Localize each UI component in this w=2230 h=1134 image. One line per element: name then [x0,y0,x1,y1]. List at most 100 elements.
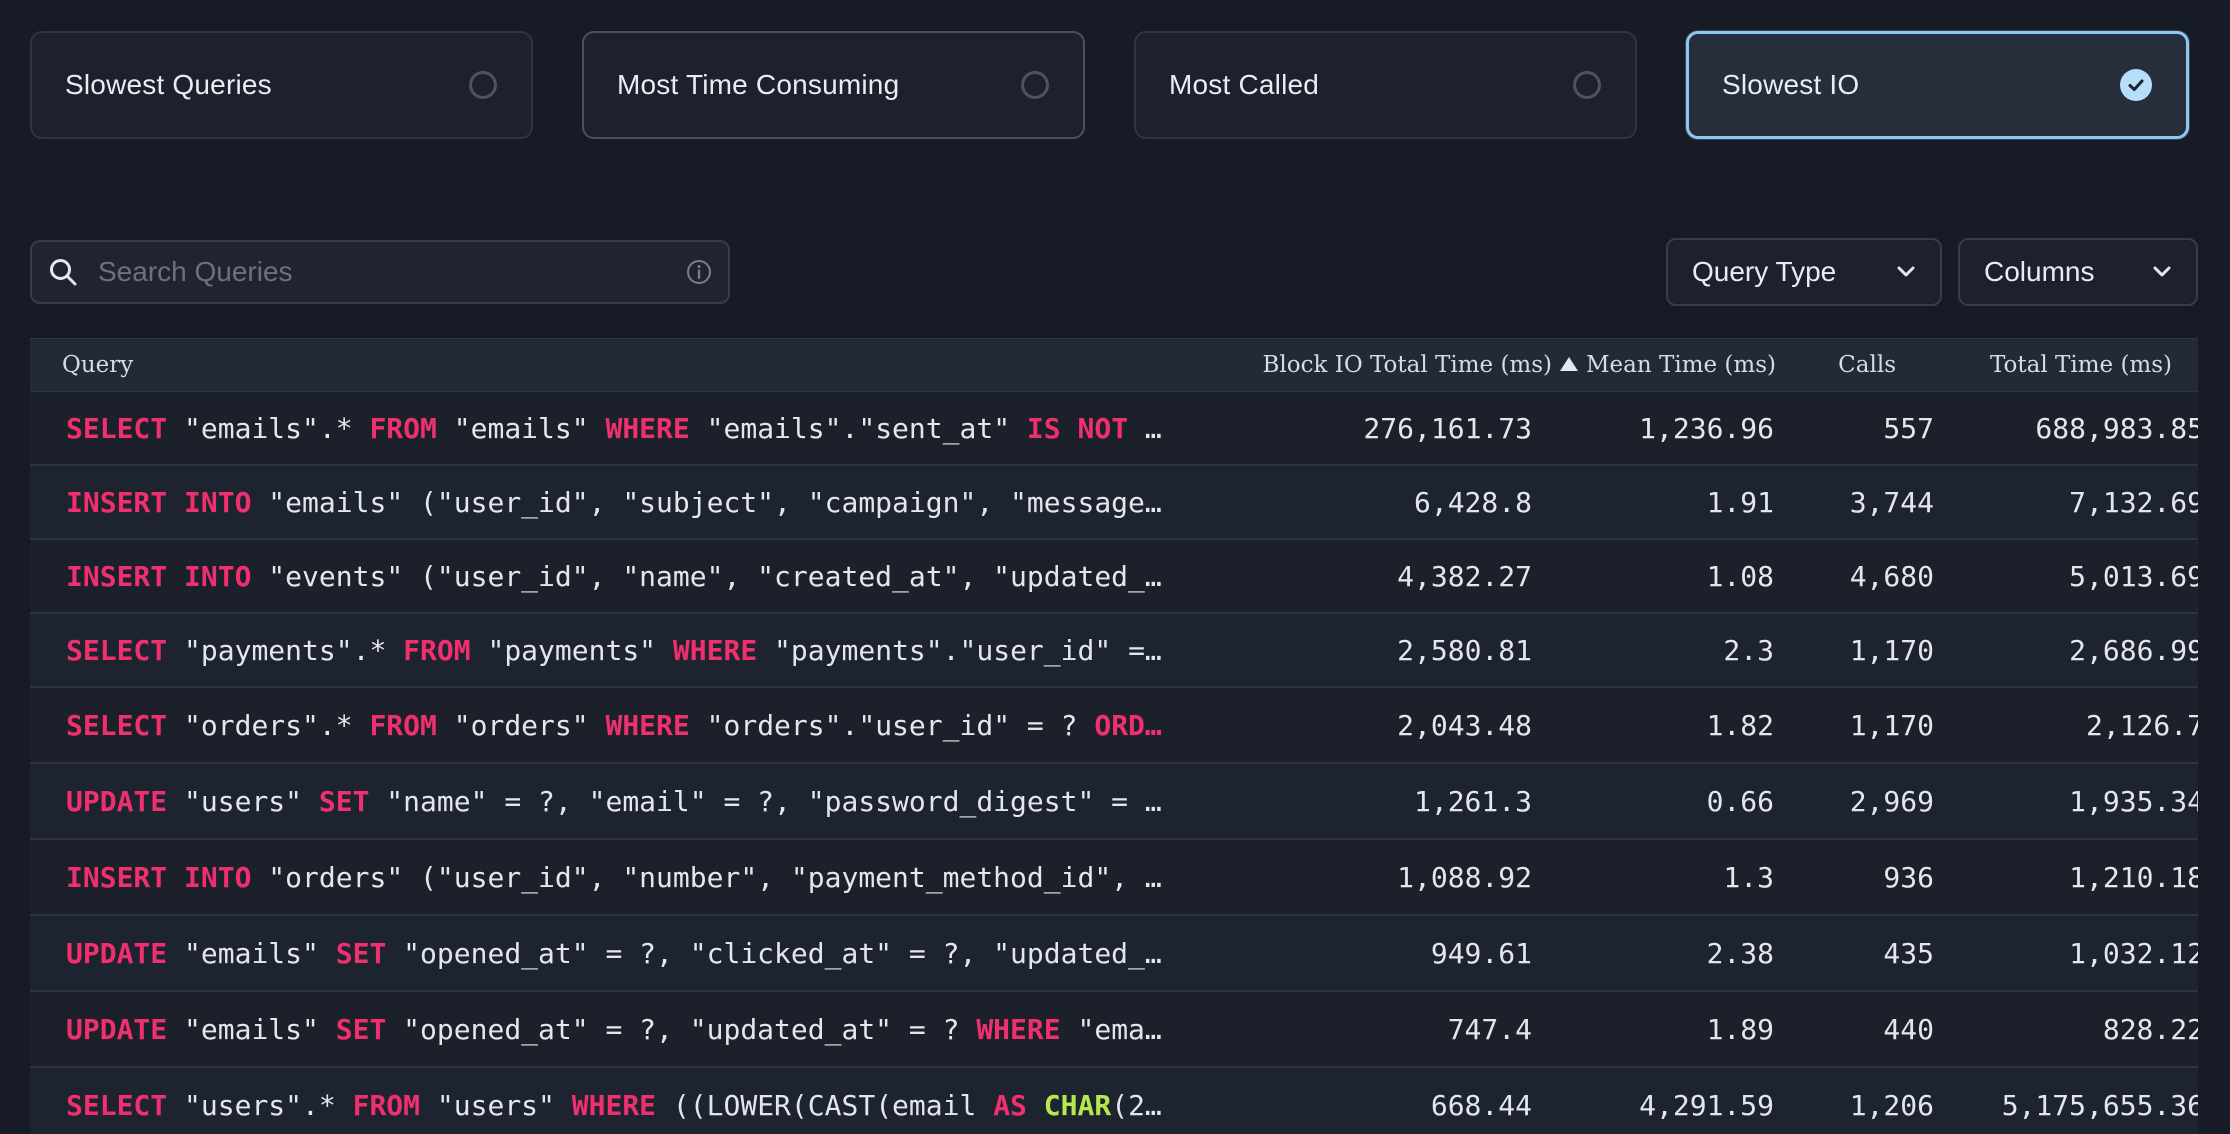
block-io-cell: 1,261.3 [1413,784,1532,818]
preset-label: Most Time Consuming [617,69,900,100]
sql-keyword: SET [335,936,387,970]
sql-keyword: SET [318,784,370,818]
sql-keyword: SET [335,1012,387,1046]
column-header-query[interactable]: Query [62,352,134,378]
total-time-cell: 7,132.69 [2069,485,2198,519]
query-cell: SELECT "emails".* FROM "emails" WHERE "e… [66,392,1196,464]
sql-text: "emails"."sent_at" [689,411,1027,445]
sql-keyword: SELECT [66,411,168,445]
mean-time-cell: 1.91 [1706,485,1774,519]
sql-keyword: NOT [1077,411,1129,445]
sql-keyword: WHERE [672,633,758,667]
radio-unchecked-icon [1021,71,1049,99]
chevron-down-icon [2153,266,2171,277]
table-row[interactable]: SELECT "orders".* FROM "orders" WHERE "o… [30,688,2198,764]
sql-keyword: INTO [184,860,252,894]
table-row[interactable]: INSERT INTO "emails" ("user_id", "subjec… [30,466,2198,540]
total-time-cell: 5,175,655.36 [2001,1088,2198,1122]
sql-text: "opened_at" = ?, "clicked_at" = ?, "upda… [386,936,1162,970]
sql-keyword: INSERT [66,485,168,519]
preset-most-called[interactable]: Most Called [1134,31,1637,139]
sql-text: "emails" ("user_id", "subject", "campaig… [251,485,1162,519]
sql-text [167,861,184,894]
sql-text: "name" = ?, "email" = ?, "password_diges… [369,784,1162,818]
sql-text: "opened_at" = ?, "updated_at" = ? [386,1012,977,1046]
sql-keyword: ORD… [1094,708,1162,742]
block-io-cell: 4,382.27 [1397,559,1532,593]
total-time-cell: 5,013.69 [2069,559,2198,593]
search-input[interactable] [96,255,686,289]
sql-keyword: UPDATE [66,936,168,970]
dropdown-label: Query Type [1692,256,1837,287]
sql-keyword: INTO [184,485,252,519]
sql-keyword: WHERE [605,708,690,742]
preset-slowest-queries[interactable]: Slowest Queries [30,31,533,139]
calls-cell: 3,744 [1849,485,1934,519]
table-row[interactable]: UPDATE "users" SET "name" = ?, "email" =… [30,764,2198,840]
table-body: SELECT "emails".* FROM "emails" WHERE "e… [30,392,2198,1134]
column-header-mean-time[interactable]: Mean Time (ms) [1586,352,1776,378]
radio-unchecked-icon [469,71,497,99]
table-row[interactable]: UPDATE "emails" SET "opened_at" = ?, "cl… [30,916,2198,992]
block-io-cell: 276,161.73 [1363,411,1532,445]
block-io-cell: 6,428.8 [1413,485,1532,519]
table-header: Query Block IO Total Time (ms) Mean Time… [30,338,2198,392]
table-row[interactable]: INSERT INTO "orders" ("user_id", "number… [30,840,2198,916]
table-row[interactable]: INSERT INTO "events" ("user_id", "name",… [30,540,2198,614]
sql-keyword: FROM [369,708,437,742]
sql-text: "orders" ("user_id", "number", "payment_… [251,860,1162,894]
sql-text [1061,412,1078,445]
query-cell: UPDATE "users" SET "name" = ?, "email" =… [66,764,1196,838]
total-time-cell: 2,126.7 [2085,708,2198,742]
sql-keyword: WHERE [571,1088,657,1122]
sql-keyword: INTO [184,559,252,593]
table-row[interactable]: SELECT "users".* FROM "users" WHERE ((LO… [30,1068,2198,1134]
sql-text: "payments"."user_id" =… [757,633,1162,667]
sql-text: "orders"."user_id" = ? [689,708,1095,742]
info-icon[interactable] [686,259,712,285]
column-header-calls[interactable]: Calls [1838,352,1896,378]
mean-time-cell: 1.89 [1706,1012,1774,1046]
sql-keyword: SELECT [66,1088,168,1122]
sql-keyword: FROM [403,633,471,667]
columns-dropdown[interactable]: Columns [1958,238,2198,306]
column-header-block-io[interactable]: Block IO Total Time (ms) [1263,339,1578,391]
sql-text: "ema… [1060,1012,1162,1046]
calls-cell: 1,170 [1849,708,1934,742]
sql-text: "users".* [167,1088,353,1122]
mean-time-cell: 4,291.59 [1639,1088,1774,1122]
sql-text: "payments" [470,633,673,667]
table-row[interactable]: UPDATE "emails" SET "opened_at" = ?, "up… [30,992,2198,1068]
query-cell: INSERT INTO "emails" ("user_id", "subjec… [66,466,1196,538]
total-time-cell: 1,935.34 [2069,784,2198,818]
column-header-total-time[interactable]: Total Time (ms) [1989,352,2172,378]
preset-label: Slowest Queries [65,69,272,100]
calls-cell: 1,170 [1849,633,1934,667]
chevron-down-icon [1897,266,1915,277]
table-row[interactable]: SELECT "emails".* FROM "emails" WHERE "e… [30,392,2198,466]
preset-slowest-io[interactable]: Slowest IO [1686,31,2189,139]
preset-label: Slowest IO [1722,69,1860,100]
query-cell: INSERT INTO "orders" ("user_id", "number… [66,840,1196,914]
sql-keyword: AS [993,1088,1027,1122]
sql-keyword: FROM [352,1088,421,1122]
sql-keyword: INSERT [66,559,168,593]
sql-keyword: WHERE [605,411,690,445]
total-time-cell: 1,210.18 [2069,860,2198,894]
mean-time-cell: 1.82 [1706,708,1774,742]
mean-time-cell: 1,236.96 [1639,411,1774,445]
table-row[interactable]: SELECT "payments".* FROM "payments" WHER… [30,614,2198,688]
block-io-cell: 949.61 [1430,936,1532,970]
query-cell: UPDATE "emails" SET "opened_at" = ?, "up… [66,992,1196,1066]
query-type-dropdown[interactable]: Query Type [1666,238,1942,306]
query-cell: SELECT "users".* FROM "users" WHERE ((LO… [66,1068,1196,1134]
sql-text: "payments".* [167,633,404,667]
sql-keyword: IS [1026,411,1061,445]
preset-most-time-consuming[interactable]: Most Time Consuming [582,31,1085,139]
mean-time-cell: 0.66 [1706,784,1774,818]
preset-selector: Slowest Queries Most Time Consuming Most… [30,31,2189,139]
mean-time-cell: 1.3 [1723,860,1774,894]
sql-keyword: SELECT [66,633,168,667]
sql-keyword: WHERE [976,1012,1061,1046]
